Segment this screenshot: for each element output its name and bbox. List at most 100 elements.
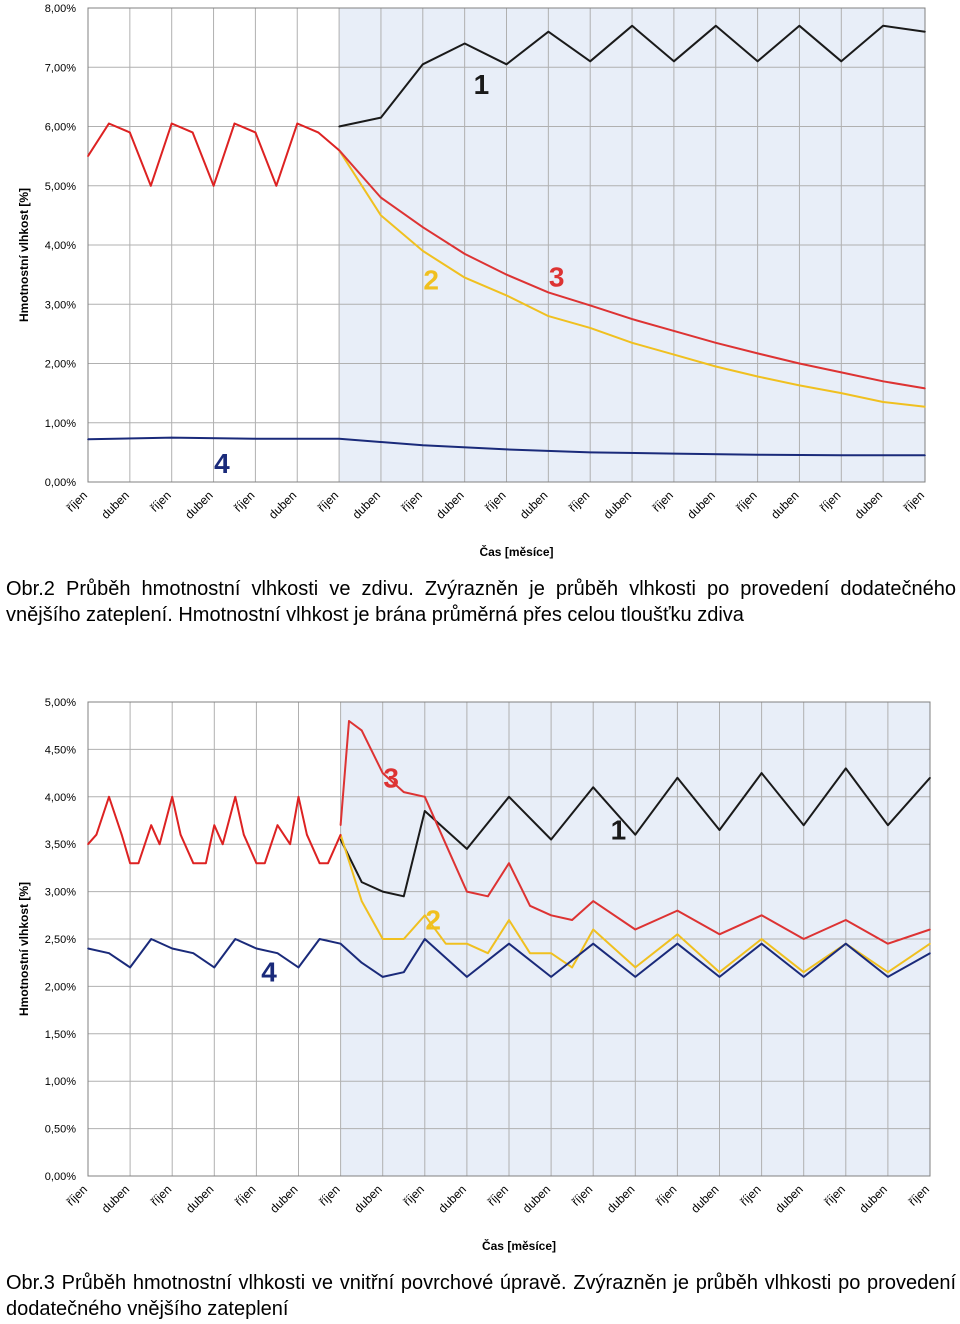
data-point [508, 919, 510, 921]
data-point [108, 952, 110, 955]
data-point [339, 824, 342, 827]
data-point [840, 60, 843, 63]
x-tick-label: duben [604, 1182, 637, 1215]
x-tick-label: duben [601, 488, 634, 521]
data-point [592, 900, 594, 902]
y-tick-label: 2,00% [45, 981, 76, 993]
data-point [840, 392, 843, 394]
data-point [171, 796, 173, 798]
data-point [550, 914, 552, 917]
series-label-3: 3 [549, 261, 565, 292]
data-point [673, 353, 675, 356]
y-tick-label: 4,00% [45, 240, 76, 252]
data-point [170, 436, 173, 439]
data-point [213, 966, 216, 969]
data-point [120, 833, 123, 836]
data-point [547, 291, 550, 294]
y-axis-label: Hmotnostní vlhkost [%] [17, 188, 31, 322]
data-point [402, 895, 405, 898]
chart-moisture-interior-finish: 0,00% 0,50% 1,00% 1,50% 2,00% 2,50% 3,00% 3,50%… [0, 690, 960, 1260]
data-point [529, 952, 531, 955]
data-point [221, 843, 224, 845]
data-point [129, 862, 131, 864]
x-tick-label: říjen [817, 488, 843, 514]
data-point [718, 976, 721, 978]
x-tick-label: říjen [650, 488, 676, 514]
y-tick-label: 8,00% [45, 3, 76, 15]
x-tick-label: říjen [232, 1182, 258, 1208]
data-point [798, 384, 801, 387]
data-point [129, 131, 131, 134]
data-point [547, 315, 550, 317]
data-point [338, 437, 340, 440]
data-point [191, 131, 194, 134]
y-tick-label: 2,50% [45, 934, 76, 946]
y-tick-label: 1,50% [45, 1029, 76, 1041]
data-point [714, 341, 717, 344]
data-point [798, 24, 801, 27]
data-point [108, 796, 110, 798]
data-point [634, 976, 637, 978]
data-point [289, 843, 291, 845]
data-point [170, 122, 173, 125]
x-tick-label: duben [267, 1182, 300, 1215]
x-tick-label: říjen [822, 1182, 848, 1208]
data-point [592, 942, 594, 945]
data-point [487, 895, 489, 898]
data-point [338, 125, 340, 128]
x-tick-label: říjen [401, 1182, 427, 1208]
data-point [550, 952, 552, 955]
x-tick-label: duben [350, 488, 383, 521]
x-tick-label: říjen [569, 1182, 595, 1208]
data-point [380, 116, 382, 119]
data-point [339, 942, 342, 945]
data-point [402, 971, 405, 973]
data-point [887, 942, 889, 945]
series-label-1: 1 [474, 69, 490, 100]
data-point [445, 843, 447, 845]
caption-figure-2: Obr.2 Průběh hmotnostní vlhkosti ve zdiv… [6, 578, 956, 626]
data-point [422, 226, 424, 229]
data-point [929, 952, 931, 955]
data-point [264, 862, 266, 864]
data-point [924, 405, 926, 408]
data-point [924, 387, 926, 390]
y-tick-label: 3,00% [45, 887, 76, 899]
data-point [254, 131, 257, 134]
data-point [137, 862, 140, 864]
data-point [589, 304, 591, 307]
data-point [756, 60, 759, 63]
data-point [714, 24, 717, 27]
series-label-4: 4 [214, 448, 230, 479]
x-tick-label: říjen [566, 488, 592, 514]
data-point [760, 914, 763, 917]
data-point [338, 149, 340, 151]
data-point [296, 122, 299, 125]
data-point [233, 122, 236, 125]
data-point [108, 122, 110, 125]
data-point [845, 942, 847, 945]
y-tick-label: 5,00% [45, 697, 76, 709]
plot-border [87, 7, 926, 483]
data-point [466, 890, 468, 893]
data-point [760, 772, 763, 774]
data-point [802, 938, 805, 940]
x-axis-label: Čas [měsíce] [482, 1238, 556, 1253]
data-point [129, 966, 131, 969]
data-point [673, 452, 675, 455]
data-point [589, 60, 591, 63]
x-tick-label: duben [433, 488, 466, 521]
data-point [631, 341, 633, 344]
data-point [547, 30, 550, 33]
data-point [276, 824, 279, 827]
y-tick-label: 0,50% [45, 1124, 76, 1136]
x-tick-label: duben [182, 488, 215, 521]
y-tick-label: 1,00% [45, 1076, 76, 1088]
series-label-3: 3 [383, 762, 399, 793]
data-point [840, 371, 843, 374]
data-point [213, 824, 216, 827]
data-point [327, 862, 329, 864]
data-point [424, 938, 426, 940]
data-point [929, 777, 931, 779]
y-axis-label: Hmotnostní vlhkost [%] [17, 882, 31, 1016]
